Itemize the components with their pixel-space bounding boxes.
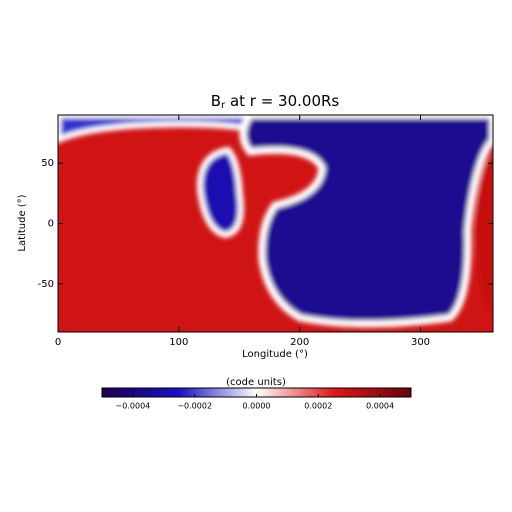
- x-tick-label: 300: [411, 337, 430, 348]
- y-tick-label: -50: [38, 279, 54, 290]
- x-tick-label: 100: [169, 337, 188, 348]
- heatmap-field: [58, 115, 493, 332]
- x-axis-label: Longitude (°): [242, 349, 308, 360]
- chart-title: Br at r = 30.00Rs: [211, 92, 340, 112]
- y-axis-label: Latitude (°): [17, 194, 28, 251]
- colorbar-label: (code units): [226, 377, 286, 388]
- x-tick-label: 200: [290, 337, 309, 348]
- colorbar-tick-label: 0.0002: [304, 402, 332, 411]
- colorbar-tick-label: −0.0004: [116, 402, 151, 411]
- y-tick-label: 50: [41, 158, 54, 169]
- colorbar-tick-label: 0.0004: [366, 402, 394, 411]
- y-tick-label: 0: [48, 219, 54, 230]
- colorbar-tick-label: 0.0000: [243, 402, 271, 411]
- colorbar-tick-label: −0.0002: [177, 402, 212, 411]
- x-tick-label: 0: [55, 337, 61, 348]
